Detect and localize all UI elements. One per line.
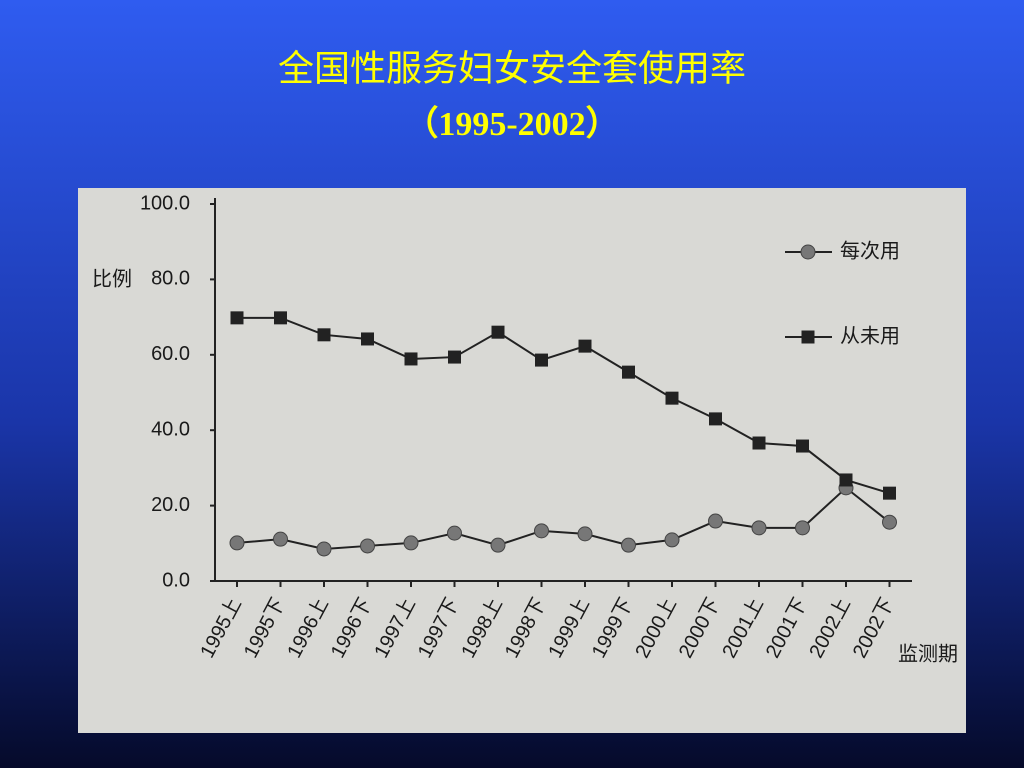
data-point	[403, 535, 419, 551]
data-point	[665, 391, 679, 405]
data-point	[621, 537, 636, 553]
data-point	[360, 538, 375, 554]
series-line	[236, 486, 891, 550]
data-point	[448, 350, 461, 364]
y-tick-label: 0.0	[162, 569, 190, 591]
y-tick-label: 100.0	[140, 192, 190, 214]
data-point	[316, 541, 332, 557]
x-axis-label: 监测期	[898, 642, 958, 665]
legend-marker	[801, 330, 815, 344]
data-point	[795, 520, 810, 536]
data-point	[578, 339, 592, 353]
data-point	[751, 520, 767, 536]
data-point	[447, 525, 462, 541]
data-point	[490, 537, 506, 553]
y-tick-label: 60.0	[151, 343, 190, 365]
data-point	[796, 439, 809, 453]
y-axis-label: 比例	[92, 267, 132, 290]
y-tick-label: 20.0	[151, 494, 190, 516]
data-point	[839, 473, 853, 487]
data-point	[709, 412, 722, 426]
data-point	[577, 526, 593, 542]
y-tick-label: 80.0	[151, 268, 190, 290]
legend-label: 从未用	[840, 324, 900, 347]
data-point	[230, 311, 244, 325]
data-point	[882, 514, 897, 530]
data-point	[404, 352, 418, 366]
data-point	[664, 532, 680, 548]
data-point	[708, 513, 723, 529]
legend-marker	[800, 244, 816, 260]
data-point	[752, 436, 766, 450]
data-point	[491, 325, 505, 339]
data-point	[273, 531, 288, 547]
series-line	[237, 316, 890, 495]
data-point	[534, 523, 549, 539]
y-tick-label: 40.0	[151, 418, 190, 440]
data-point	[535, 353, 548, 367]
chart-title: 全国性服务妇女安全套使用率	[278, 48, 746, 88]
chart-area	[78, 188, 966, 733]
data-point	[229, 535, 245, 551]
legend-label: 每次用	[840, 239, 900, 262]
data-point	[317, 328, 331, 342]
data-point	[274, 311, 287, 325]
data-point	[883, 486, 896, 500]
data-point	[622, 365, 635, 379]
data-point	[361, 332, 374, 346]
chart-subtitle: （1995-2002）	[404, 104, 619, 143]
